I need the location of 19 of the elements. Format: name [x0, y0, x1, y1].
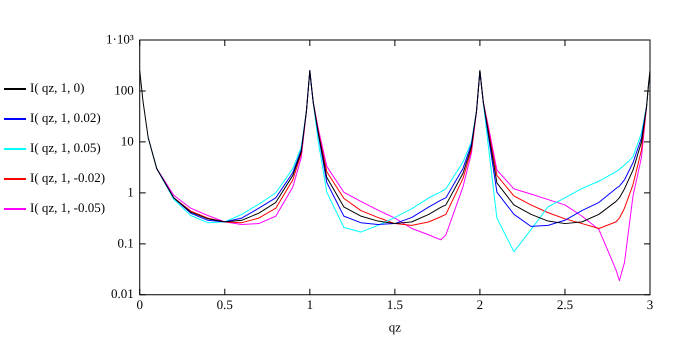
x-tick-label: 2.5 — [556, 297, 574, 312]
x-tick-label: 1.5 — [386, 297, 403, 312]
legend-label: I( qz, 1, 0) — [30, 80, 85, 95]
y-tick-label: 1·10³ — [106, 31, 134, 46]
y-tick-label: 0.1 — [117, 235, 134, 250]
legend-label: I( qz, 1, -0.05) — [30, 200, 106, 215]
y-tick-label: 10 — [120, 133, 134, 148]
legend-label: I( qz, 1, 0.05) — [30, 140, 101, 155]
x-tick-label: 0 — [136, 297, 143, 312]
x-axis-title: qz — [388, 320, 402, 335]
x-tick-label: 1 — [306, 297, 314, 312]
y-tick-label: 1 — [127, 184, 134, 200]
y-tick-label: 0.01 — [110, 286, 134, 302]
legend-label: I( qz, 1, 0.02) — [30, 110, 101, 125]
x-tick-label: 2 — [476, 297, 484, 312]
x-tick-label: 3 — [646, 297, 654, 312]
legend-label: I( qz, 1, -0.02) — [30, 170, 106, 185]
y-tick-label: 100 — [114, 82, 134, 98]
x-tick-label: 0.5 — [216, 297, 233, 312]
